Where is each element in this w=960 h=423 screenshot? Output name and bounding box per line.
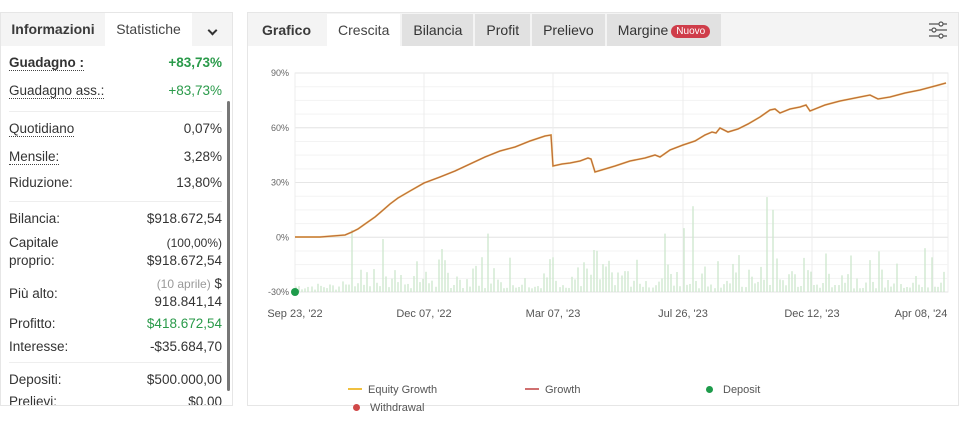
stat-daily: Quotidiano 0,07% — [9, 121, 222, 141]
divider — [9, 111, 222, 112]
stat-gain: Guadagno : +83,73% — [9, 55, 222, 75]
tab-margine[interactable]: Margine Nuovo — [606, 14, 722, 46]
legend-label: Equity Growth — [368, 384, 438, 396]
highest-value-block: (10 aprile) $ 918.841,14 — [154, 275, 222, 311]
abs-gain-value: +83,73% — [168, 83, 222, 98]
highest-currency: $ — [214, 276, 222, 291]
stat-monthly: Mensile: 3,28% — [9, 149, 222, 169]
svg-text:Jul 26, '23: Jul 26, '23 — [658, 308, 708, 320]
legend-label: Growth — [545, 384, 581, 396]
legend-deposit[interactable]: Deposit — [706, 384, 760, 396]
svg-text:Mar 07, '23: Mar 07, '23 — [526, 308, 581, 320]
svg-text:Apr 08, '24: Apr 08, '24 — [895, 308, 948, 320]
dot-icon — [706, 386, 713, 393]
drawdown-label: Riduzione: — [9, 175, 73, 190]
svg-text:-30%: -30% — [268, 287, 289, 297]
withdrawals-value: $0.00 — [188, 394, 222, 406]
equity-value: $918.672,54 — [146, 253, 222, 268]
svg-text:Sep 23, '22: Sep 23, '22 — [267, 308, 322, 320]
profit-label: Profitto: — [9, 316, 56, 331]
stat-balance: Bilancia: $918.672,54 — [9, 211, 222, 229]
tab-margine-label: Margine — [617, 22, 669, 38]
more-tabs-button[interactable] — [192, 13, 232, 46]
highest-value: 918.841,14 — [154, 294, 222, 309]
stat-highest: Più alto: (10 aprile) $ 918.841,14 — [9, 275, 222, 311]
gain-label[interactable]: Guadagno : — [9, 55, 84, 71]
chart-panel: Grafico Crescita Bilancia Profit Preliev… — [247, 12, 960, 414]
stat-withdrawals: Prelievi: $0.00 — [9, 394, 222, 406]
line-icon — [348, 388, 362, 390]
monthly-value: 3,28% — [183, 149, 222, 164]
legend-equity-growth[interactable]: Equity Growth — [348, 384, 437, 396]
left-tabs: Informazioni Statistiche — [1, 13, 232, 46]
stat-drawdown: Riduzione: 13,80% — [9, 175, 222, 195]
interest-value: -$35.684,70 — [149, 339, 222, 354]
equity-label: Capitale proprio: — [9, 234, 59, 270]
drawdown-value: 13,80% — [176, 175, 222, 190]
daily-label[interactable]: Quotidiano — [9, 121, 75, 137]
new-badge: Nuovo — [671, 25, 711, 38]
stat-profit: Profitto: $418.672,54 — [9, 316, 222, 334]
stat-interest: Interesse: -$35.684,70 — [9, 339, 222, 357]
equity-label-line2: proprio: — [9, 253, 55, 268]
highest-date: (10 aprile) — [156, 277, 211, 291]
deposits-label: Depositi: — [9, 372, 62, 387]
sliders-icon[interactable] — [928, 21, 948, 39]
scrollbar[interactable] — [227, 101, 230, 391]
svg-text:90%: 90% — [271, 68, 289, 78]
svg-text:Dec 12, '23: Dec 12, '23 — [784, 308, 839, 320]
dot-icon — [353, 404, 360, 411]
balance-value: $918.672,54 — [146, 211, 222, 226]
abs-gain-label[interactable]: Guadagno ass.: — [9, 83, 105, 99]
growth-chart: 90% 60% 30% 0% -30% Sep 23, '22 Dec 07, '22 Mar… — [248, 58, 960, 414]
tab-prelievo[interactable]: Prelievo — [532, 14, 605, 46]
chart-tabs: Grafico Crescita Bilancia Profit Preliev… — [248, 13, 958, 46]
tab-profit[interactable]: Profit — [475, 14, 531, 46]
stats-panel: Informazioni Statistiche Guadagno : +83,… — [0, 12, 233, 406]
deposit-marker[interactable] — [291, 288, 299, 296]
stat-deposits: Depositi: $500.000,00 — [9, 372, 222, 390]
line-icon — [525, 388, 539, 390]
stat-equity: Capitale proprio: (100,00%) $918.672,54 — [9, 234, 222, 270]
interest-label: Interesse: — [9, 339, 69, 354]
balance-label: Bilancia: — [9, 211, 61, 226]
deposits-value: $500.000,00 — [146, 372, 222, 387]
chart-plot: 90% 60% 30% 0% -30% Sep 23, '22 Dec 07, '22 Mar… — [267, 68, 949, 320]
withdrawals-label: Prelievi: — [9, 394, 58, 406]
svg-text:0%: 0% — [276, 232, 289, 242]
svg-text:60%: 60% — [271, 123, 289, 133]
daily-value: 0,07% — [183, 121, 222, 136]
equity-value-block: (100,00%) $918.672,54 — [147, 234, 222, 270]
equity-label-line1: Capitale — [9, 235, 59, 250]
monthly-label[interactable]: Mensile: — [9, 149, 60, 165]
tab-grafico[interactable]: Grafico — [248, 14, 326, 46]
svg-text:Dec 07, '22: Dec 07, '22 — [396, 308, 451, 320]
profit-value: $418.672,54 — [146, 316, 222, 331]
chevron-down-icon — [207, 25, 217, 36]
equity-percent: (100,00%) — [166, 236, 222, 250]
legend-withdrawal[interactable]: Withdrawal — [353, 402, 424, 414]
svg-text:30%: 30% — [271, 178, 289, 188]
gain-value: +83,73% — [168, 55, 222, 70]
highest-label: Più alto: — [9, 285, 58, 301]
legend-label: Deposit — [723, 384, 761, 396]
legend-label: Withdrawal — [370, 402, 425, 414]
divider — [9, 201, 222, 202]
legend-growth[interactable]: Growth — [525, 384, 580, 396]
tab-statistiche[interactable]: Statistiche — [105, 13, 192, 46]
stat-abs-gain: Guadagno ass.: +83,73% — [9, 83, 222, 103]
tab-bilancia[interactable]: Bilancia — [402, 14, 474, 46]
stats-list: Guadagno : +83,73% Guadagno ass.: +83,73… — [1, 55, 232, 406]
tab-crescita[interactable]: Crescita — [327, 14, 401, 46]
divider — [9, 362, 222, 363]
tab-informazioni[interactable]: Informazioni — [1, 13, 105, 46]
